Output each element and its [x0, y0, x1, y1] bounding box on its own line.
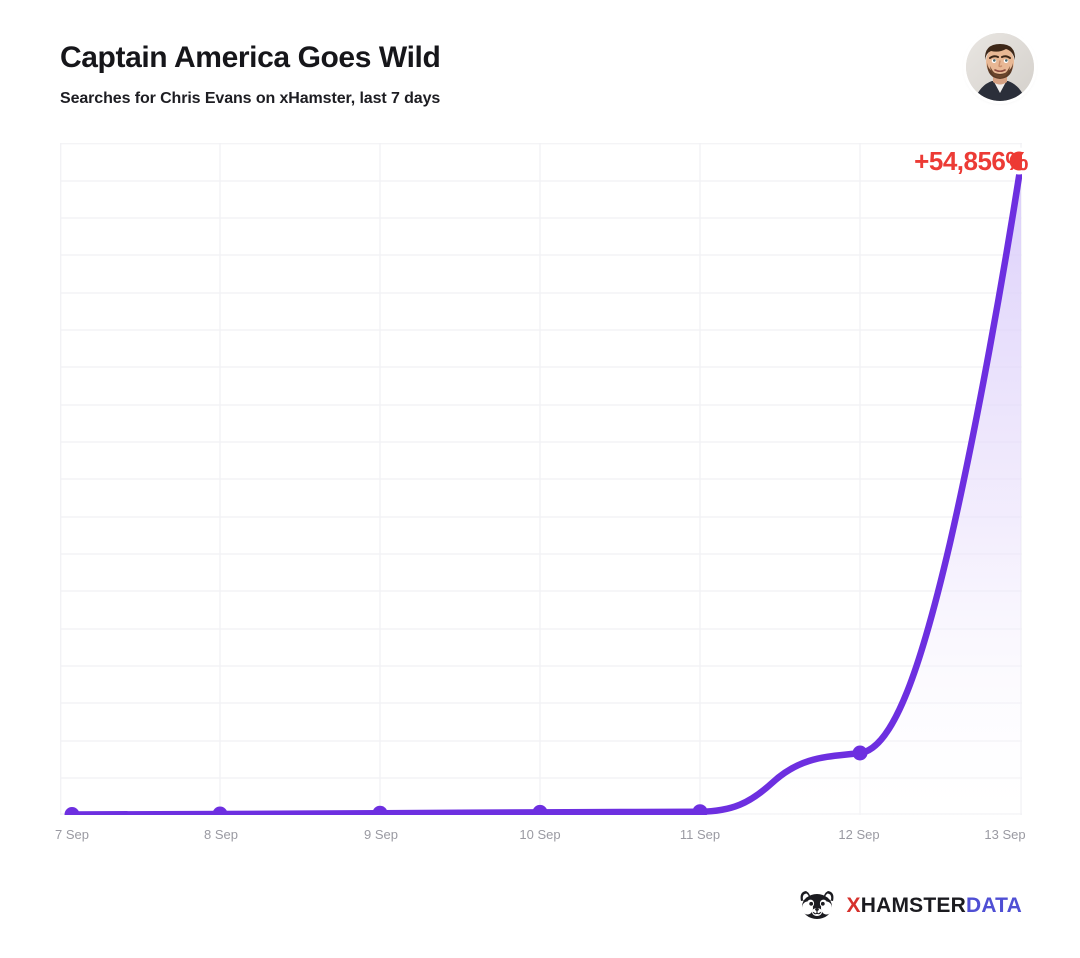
marker-12-sep[interactable]: [852, 745, 868, 761]
x-tick-12-sep: 12 Sep: [838, 827, 880, 842]
marker-11-sep[interactable]: [692, 804, 708, 815]
area-fill: [72, 164, 1021, 815]
growth-callout: +54,856%: [914, 146, 1028, 176]
logo-hamster-text: HAMSTER: [860, 893, 966, 917]
x-tick-10-sep: 10 Sep: [519, 827, 561, 842]
endpoint-marker[interactable]: [1005, 147, 1023, 175]
x-axis: 7 Sep 8 Sep 9 Sep 10 Sep 11 Sep 12 Sep 1…: [0, 827, 1080, 847]
x-tick-11-sep: 11 Sep: [679, 827, 721, 842]
x-tick-7-sep: 7 Sep: [55, 827, 89, 842]
x-tick-9-sep: 9 Sep: [364, 827, 398, 842]
logo-x-text: X: [846, 893, 861, 917]
page-subtitle: Searches for Chris Evans on xHamster, la…: [60, 90, 441, 107]
chart: [60, 143, 1022, 815]
trend-line: [68, 160, 1022, 815]
portrait-icon: [966, 33, 1034, 101]
avatar: [966, 33, 1034, 101]
header: Captain America Goes Wild Searches for C…: [60, 40, 920, 108]
line-chart-svg: [60, 143, 1022, 815]
logo-wordmark: XHAMSTERDATA: [847, 895, 1022, 916]
horizontal-gridlines: [60, 143, 1022, 815]
marker-9-sep[interactable]: [372, 805, 388, 815]
x-tick-13-sep: 13 Sep: [984, 827, 1026, 842]
marker-8-sep[interactable]: [212, 806, 228, 816]
data-point-markers: [64, 745, 868, 816]
hamster-icon: [800, 891, 833, 919]
logo-data-text: DATA: [965, 893, 1022, 917]
brand-logo: XHAMSTERDATA: [798, 890, 1022, 920]
page-title: Captain America Goes Wild: [60, 41, 441, 74]
marker-10-sep[interactable]: [532, 804, 548, 815]
marker-7-sep[interactable]: [64, 807, 80, 815]
x-tick-8-sep: 8 Sep: [204, 827, 238, 842]
